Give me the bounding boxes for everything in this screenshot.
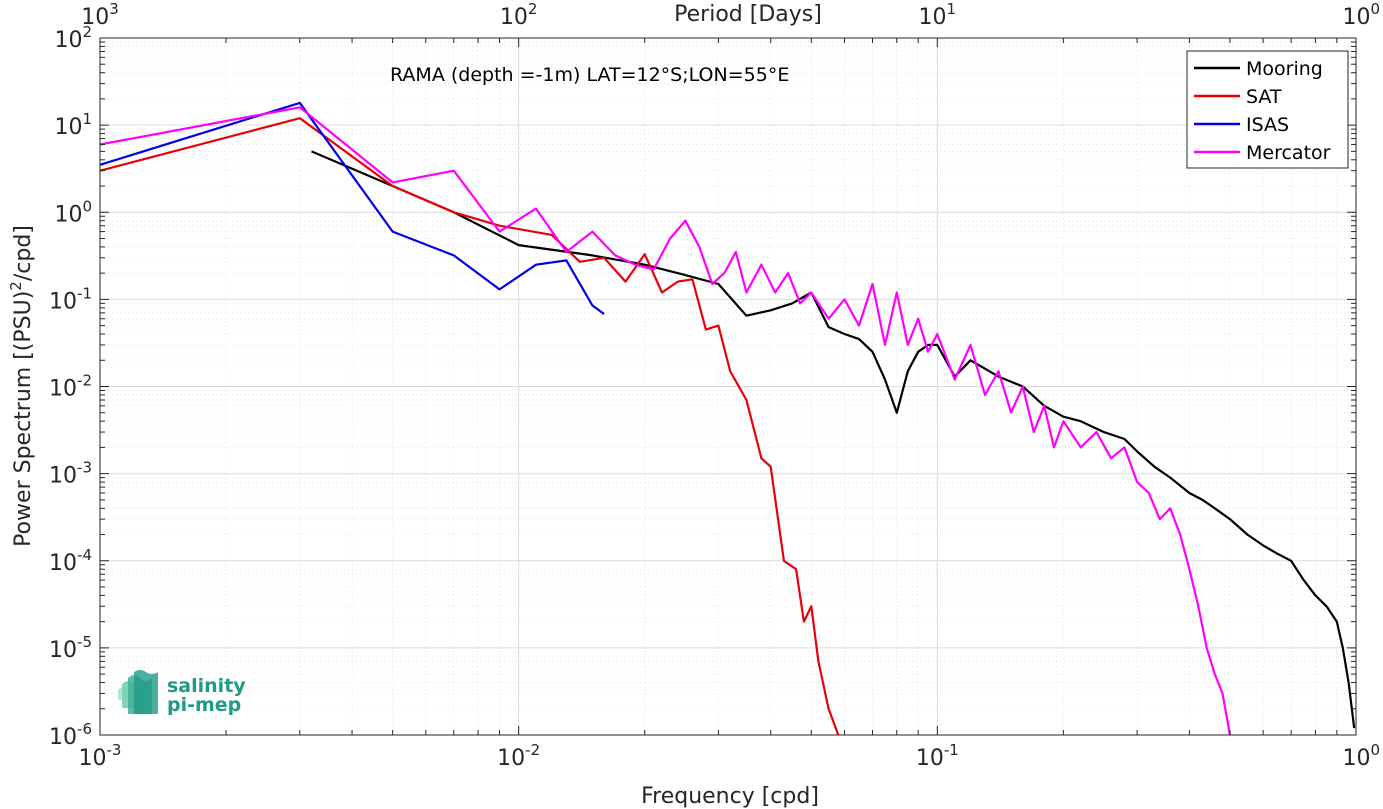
chart-annotation: RAMA (depth =-1m) LAT=12°S;LON=55°E bbox=[390, 64, 789, 86]
y-tick-label: 10-3 bbox=[49, 459, 92, 489]
logo-line-1: salinity bbox=[167, 675, 246, 697]
x-tick-label: 10-1 bbox=[916, 741, 959, 771]
y-tick-label: 10-4 bbox=[49, 546, 92, 576]
legend: Mooring SAT ISAS Mercator bbox=[1186, 50, 1349, 169]
grid bbox=[99, 38, 1356, 736]
top-x-tick-label: 101 bbox=[919, 0, 957, 30]
y-tick-label: 10-6 bbox=[49, 720, 92, 750]
series-line-mercator bbox=[99, 106, 1232, 736]
y-tick-label: 10-1 bbox=[49, 284, 92, 314]
top-x-tick-label: 100 bbox=[1342, 0, 1380, 30]
top-x-axis-title: Period [Days] bbox=[674, 2, 822, 27]
x-axis-title: Frequency [cpd] bbox=[641, 784, 819, 809]
x-tick-label: 10-3 bbox=[79, 741, 122, 771]
legend-label-mercator: Mercator bbox=[1246, 142, 1331, 164]
x-tick-label: 10-2 bbox=[497, 741, 540, 771]
x-tick-label: 100 bbox=[1342, 741, 1380, 771]
y-axis-title-tail: /cpd] bbox=[11, 225, 36, 281]
legend-label-sat: SAT bbox=[1246, 86, 1282, 108]
y-tick-label: 10-2 bbox=[49, 372, 92, 402]
y-axis-title-sup: 2 bbox=[7, 281, 25, 291]
top-x-tick-label: 103 bbox=[81, 0, 119, 30]
logo-line-2: pi-mep bbox=[167, 694, 241, 716]
series-line-isas bbox=[99, 101, 605, 315]
legend-label-isas: ISAS bbox=[1246, 114, 1289, 136]
series-layer bbox=[99, 101, 1356, 736]
top-x-tick-label: 102 bbox=[500, 0, 538, 30]
legend-entries: Mooring SAT ISAS Mercator bbox=[1194, 58, 1331, 164]
legend-box bbox=[1186, 50, 1349, 169]
wave-logo-icon bbox=[118, 670, 158, 714]
y-axis-title: Power Spectrum [(PSU)2/cpd] bbox=[7, 225, 36, 547]
y-tick-label: 10-5 bbox=[49, 633, 92, 663]
y-axis-title-main: Power Spectrum [(PSU) bbox=[11, 291, 36, 547]
legend-label-mooring: Mooring bbox=[1246, 58, 1323, 80]
y-tick-label: 101 bbox=[54, 110, 92, 140]
series-line-mooring bbox=[311, 150, 1356, 729]
y-tick-label: 102 bbox=[54, 23, 92, 53]
y-tick-label: 100 bbox=[54, 197, 92, 227]
axis-ticks bbox=[99, 37, 1357, 736]
salinity-pi-mep-logo: salinity pi-mep bbox=[118, 670, 246, 716]
